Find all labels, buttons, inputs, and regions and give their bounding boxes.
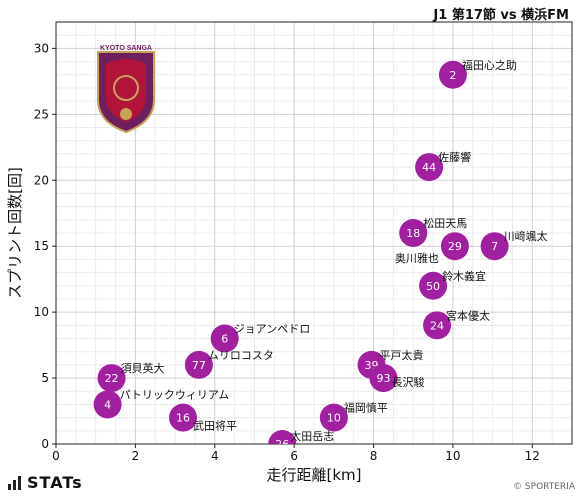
player-name-label: 川﨑颯太: [504, 229, 548, 243]
x-tick-label: 12: [525, 449, 540, 463]
point-number: 10: [327, 412, 341, 425]
scatter-point: [419, 271, 448, 300]
point-number: 24: [430, 319, 444, 332]
player-name-label: 松田天馬: [423, 216, 467, 230]
scatter-point: [415, 153, 444, 182]
scatter-point: [438, 60, 467, 89]
point-number: 29: [448, 240, 462, 253]
y-tick-label: 0: [41, 437, 49, 451]
scatter-point: [440, 232, 469, 261]
player-name-label: パトリックウィリアム: [120, 388, 230, 401]
x-tick-label: 2: [132, 449, 140, 463]
scatter-point: [480, 232, 509, 261]
player-name-label: ムリロコスタ: [208, 349, 274, 362]
scatter-point: [268, 430, 297, 444]
brand-name: STATs: [27, 473, 83, 492]
point-number: 50: [426, 280, 440, 293]
scatter-point: [210, 324, 239, 353]
scatter-point: [97, 364, 126, 393]
point-number: 18: [406, 227, 420, 240]
point-number: 26: [275, 438, 289, 451]
scatter-point: [369, 364, 398, 393]
player-name-label: ジョアンペドロ: [234, 323, 311, 336]
player-name-label: 宮本優太: [446, 308, 490, 322]
plot-frame: [55, 21, 573, 445]
chart-header-title: J1 第17節 vs 横浜FM: [433, 8, 569, 23]
emblem-text: KYOTO SANGA: [100, 45, 152, 52]
point-number: 93: [376, 372, 390, 385]
y-tick-label: 15: [34, 239, 49, 253]
y-axis-label: スプリント回数[回]: [6, 167, 24, 299]
y-tick-label: 20: [34, 173, 49, 187]
scatter-point: [399, 219, 428, 247]
player-name-label: 平戸太貴: [380, 348, 424, 362]
y-tick-label: 5: [41, 371, 49, 385]
x-tick-label: 6: [290, 449, 298, 463]
bar-chart-icon: [8, 475, 21, 490]
y-tick-label: 10: [34, 305, 49, 319]
scatter-point: [184, 350, 213, 379]
scatter-point: [93, 390, 122, 419]
kyoto-sanga-emblem: KYOTO SANGA: [97, 45, 155, 134]
point-number: 77: [192, 359, 206, 372]
x-axis-label: 走行距離[km]: [266, 466, 361, 484]
player-name-label: 須貝英大: [121, 361, 165, 375]
y-tick-label: 25: [34, 107, 49, 121]
point-number: 2: [449, 69, 456, 82]
player-name-label: 福田心之助: [462, 58, 517, 72]
player-name-label: 鈴木義宜: [442, 269, 486, 283]
x-tick-label: 8: [370, 449, 378, 463]
x-tick-label: 10: [445, 449, 460, 463]
x-tick-label: 4: [211, 449, 219, 463]
copyright: © SPORTERIA: [513, 482, 575, 492]
x-tick-label: 0: [52, 449, 60, 463]
scatter-point: [169, 403, 198, 432]
y-tick-label: 30: [34, 41, 49, 55]
scatter-point: [423, 311, 452, 340]
player-name-label: 奥川雅也: [395, 251, 439, 265]
point-number: 16: [176, 412, 190, 425]
stats-brand: STATs: [8, 473, 83, 492]
point-number: 4: [104, 398, 111, 411]
player-name-label: 福岡慎平: [344, 401, 388, 415]
point-number: 7: [491, 240, 498, 253]
player-name-label: 長沢駿: [391, 375, 424, 389]
player-name-label: 佐藤響: [438, 150, 471, 164]
player-name-label: 太田岳志: [290, 430, 334, 443]
player-name-label: 武田将平: [193, 420, 237, 433]
point-number: 6: [221, 333, 228, 346]
point-number: 22: [105, 372, 119, 385]
point-number: 44: [422, 161, 436, 174]
scatter-point: [319, 403, 348, 432]
